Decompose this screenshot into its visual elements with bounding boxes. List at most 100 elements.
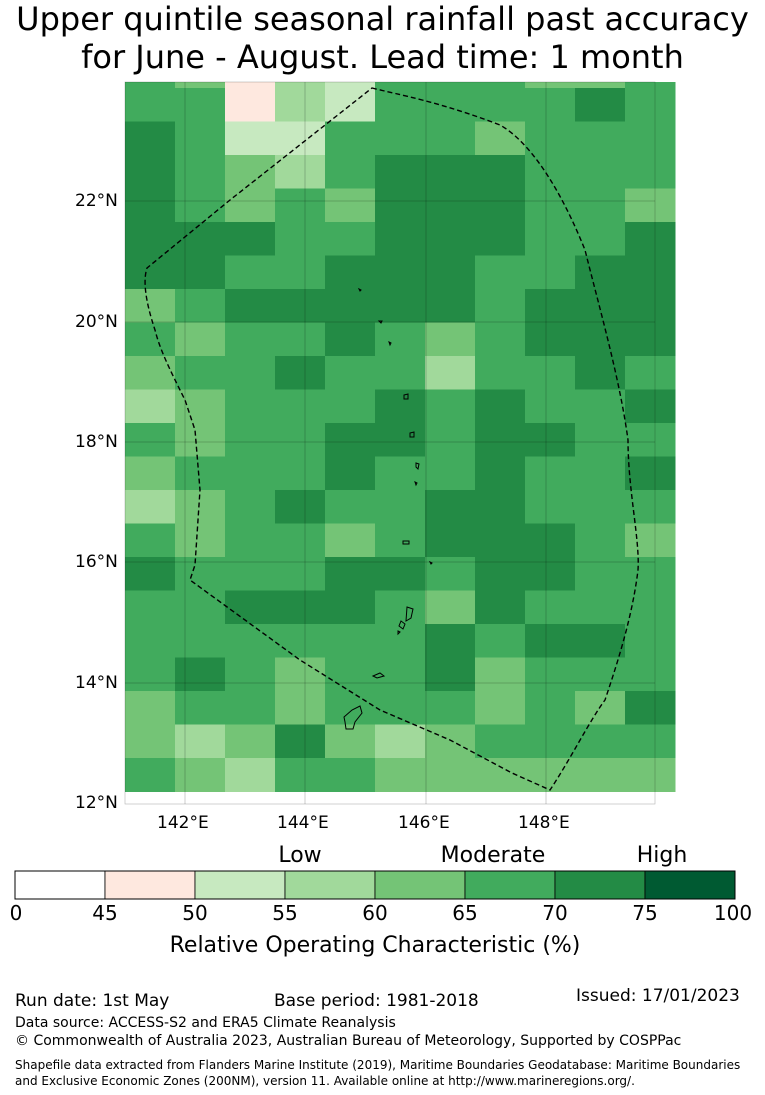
- grid-cell: [375, 724, 426, 759]
- issued-date: Issued: 17/01/2023: [576, 986, 740, 1006]
- grid-cell: [425, 724, 476, 759]
- grid-cell: [175, 523, 226, 558]
- grid-cell: [475, 724, 526, 759]
- grid-cell: [175, 88, 226, 122]
- grid-cell: [525, 322, 576, 357]
- grid-cell: [625, 523, 676, 558]
- grid-cell: [175, 624, 226, 658]
- lat-label-16: 16°N: [75, 552, 118, 572]
- grid-cell: [525, 255, 576, 290]
- grid-cell: [625, 657, 676, 692]
- grid-cell: [275, 456, 326, 491]
- colorbar-tick-65: 65: [452, 901, 478, 925]
- grid-cell: [575, 724, 626, 759]
- grid-cell: [625, 356, 676, 390]
- grid-cell: [225, 724, 276, 759]
- colorbar-segment: [104, 870, 196, 900]
- grid-cell: [125, 523, 176, 558]
- eez-boundary: [144, 87, 639, 791]
- shapefile-credit-line-2: and Exclusive Economic Zones (200NM), ve…: [15, 1074, 635, 1088]
- grid-cell: [475, 188, 526, 223]
- grid-cell: [475, 255, 526, 290]
- grid-cell: [175, 322, 226, 357]
- grid-cell: [625, 724, 676, 759]
- colorbar-outline: [14, 870, 736, 900]
- grid-cell: [225, 490, 276, 524]
- grid-cell: [225, 322, 276, 357]
- grid-cell: [275, 590, 326, 625]
- grid-cell: [125, 88, 176, 122]
- island-aguijan: [397, 630, 401, 636]
- grid-cell: [175, 423, 226, 457]
- grid-cell: [175, 121, 226, 156]
- grid-cell: [325, 356, 376, 390]
- islands: [343, 287, 433, 730]
- grid-cell: [375, 82, 426, 89]
- grid-cell: [425, 490, 476, 524]
- grid-cell: [625, 155, 676, 189]
- grid-cell: [325, 724, 376, 759]
- grid-cell: [375, 691, 426, 725]
- grid-cell: [275, 724, 326, 759]
- grid-cell: [275, 389, 326, 424]
- island-agrihan: [409, 431, 415, 438]
- grid-cell: [575, 88, 626, 122]
- grid-cell: [525, 490, 576, 524]
- grid-cell: [325, 758, 376, 792]
- lon-label-146: 146°E: [398, 813, 450, 833]
- grid-cell: [225, 82, 276, 89]
- grid-cell: [375, 356, 426, 390]
- grid-cell: [225, 88, 276, 122]
- grid-cell: [225, 255, 276, 290]
- grid-cell: [325, 423, 376, 457]
- grid-cell: [475, 289, 526, 323]
- colorbar-tick-60: 60: [362, 901, 388, 925]
- grid-cell: [575, 255, 626, 290]
- grid-cell: [325, 456, 376, 491]
- grid-cell: [225, 356, 276, 390]
- grid-cell: [275, 490, 326, 524]
- grid-cell: [625, 88, 676, 122]
- grid-cell: [625, 322, 676, 357]
- island-alamagan: [414, 481, 418, 487]
- grid-cell: [125, 590, 176, 625]
- grid-cell: [225, 590, 276, 625]
- grid-cell: [325, 222, 376, 256]
- grid-cell: [275, 758, 326, 792]
- grid-cell: [275, 188, 326, 223]
- grid-cell: [375, 423, 426, 457]
- grid-cell: [375, 322, 426, 357]
- colorbar-segment: [284, 870, 376, 900]
- grid-cell: [575, 356, 626, 390]
- grid-cell: [475, 88, 526, 122]
- grid-cell: [525, 188, 576, 223]
- title-line-2: for June - August. Lead time: 1 month: [81, 38, 684, 76]
- grid-cell: [225, 557, 276, 591]
- grid-cell: [375, 590, 426, 625]
- island-guam: [343, 705, 363, 730]
- grid-cell: [225, 289, 276, 323]
- grid-cell: [175, 356, 226, 390]
- grid-cell: [525, 222, 576, 256]
- colorbar-segment: [14, 870, 106, 900]
- grid-cell: [275, 624, 326, 658]
- grid-cell: [475, 423, 526, 457]
- grid-cell: [325, 155, 376, 189]
- grid-cell: [125, 624, 176, 658]
- grid-cell: [225, 624, 276, 658]
- grid-cell: [575, 456, 626, 491]
- grid-cell: [375, 155, 426, 189]
- grid-cell: [225, 691, 276, 725]
- grid-cell: [525, 289, 576, 323]
- grid-cell: [375, 188, 426, 223]
- colorbar-segment: [374, 870, 466, 900]
- grid-cell: [175, 456, 226, 491]
- grid-cell: [225, 389, 276, 424]
- grid-cell: [525, 657, 576, 692]
- grid-cell: [125, 691, 176, 725]
- colorbar-tick-55: 55: [272, 901, 298, 925]
- grid-cell: [125, 456, 176, 491]
- grid-cell: [325, 82, 376, 89]
- shapefile-credit-line-1: Shapefile data extracted from Flanders M…: [15, 1058, 741, 1072]
- grid-cell: [375, 758, 426, 792]
